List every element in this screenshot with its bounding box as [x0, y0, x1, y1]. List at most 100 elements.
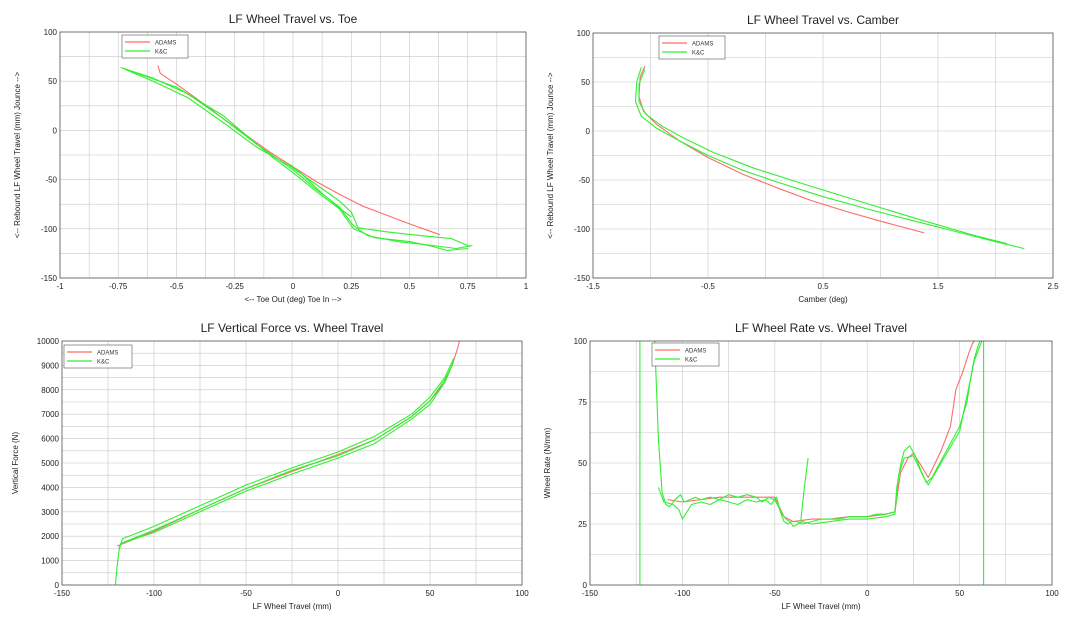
chart-title: LF Wheel Travel vs. Toe — [229, 12, 358, 26]
x-tick-label: 50 — [955, 589, 964, 598]
y-tick-label: 10000 — [37, 337, 60, 346]
x-tick-label: -50 — [769, 589, 781, 598]
y-tick-label: 100 — [574, 337, 588, 346]
y-tick-label: 50 — [578, 459, 587, 468]
y-tick-label: 1000 — [41, 557, 59, 566]
series-line-kc — [120, 66, 473, 250]
x-tick-label: 0 — [336, 589, 341, 598]
plot-frame — [61, 340, 523, 586]
x-axis-label: <-- Toe Out (deg) Toe In --> — [244, 295, 341, 304]
legend-box — [651, 342, 720, 367]
x-axis-label: Camber (deg) — [798, 295, 848, 304]
chart-0: -1 -0.75 -0.5 -0.25 0 0.25 0.5 0.75 1 -150 -100 -50… — [13, 12, 529, 304]
plot-frame — [589, 340, 1053, 586]
x-tick-label: 1.5 — [932, 282, 944, 291]
y-tick-label: 3000 — [41, 508, 59, 517]
x-tick-label: -50 — [240, 589, 252, 598]
series-line-kc — [120, 365, 453, 545]
series-group — [114, 341, 460, 585]
x-tick-label: 100 — [1045, 589, 1059, 598]
x-tick-label: 0.75 — [460, 282, 476, 291]
y-tick-label: 25 — [578, 520, 587, 529]
chart-title: LF Vertical Force vs. Wheel Travel — [201, 321, 384, 335]
y-axis-label: <-- Rebound LF Wheel Travel (mm) Jounce … — [546, 72, 555, 239]
y-tick-label: 4000 — [41, 483, 59, 492]
legend-box — [63, 344, 133, 369]
x-tick-label: -1 — [56, 282, 64, 291]
x-tick-label: -100 — [146, 589, 163, 598]
y-tick-label: 7000 — [41, 410, 59, 419]
x-tick-label: -0.5 — [701, 282, 715, 291]
legend-box — [121, 34, 189, 59]
series-line-kc — [638, 69, 1008, 245]
x-tick-label: -150 — [582, 589, 599, 598]
y-tick-label: 0 — [53, 126, 58, 135]
y-tick-label: 100 — [44, 28, 58, 37]
chart-title: LF Wheel Travel vs. Camber — [747, 13, 899, 27]
x-tick-label: 100 — [515, 589, 529, 598]
y-axis-label: Vertical Force (N) — [11, 432, 20, 495]
legend-label: K&C — [685, 358, 698, 364]
y-tick-label: 50 — [581, 78, 590, 87]
legend: ADAMS K&C — [121, 34, 189, 59]
series-group — [634, 66, 1025, 250]
y-tick-label: 75 — [578, 398, 587, 407]
series-group — [120, 65, 473, 251]
x-tick-label: 2.5 — [1047, 282, 1059, 291]
x-tick-label: 50 — [426, 589, 435, 598]
x-tick-label: 0 — [291, 282, 296, 291]
y-tick-label: -50 — [578, 176, 590, 185]
x-tick-label: -1.5 — [586, 282, 600, 291]
x-tick-label: 0 — [865, 589, 870, 598]
chart-1: -1.5 -0.5 0.5 1.5 2.5 -150 -100 -50 0 50 100 LF Whe… — [546, 13, 1059, 304]
legend: ADAMS K&C — [63, 344, 133, 369]
series-line-kc — [290, 164, 352, 218]
x-axis-label: LF Wheel Travel (mm) — [252, 602, 331, 611]
y-tick-label: 8000 — [41, 386, 59, 395]
series-line-kc — [124, 68, 471, 248]
y-axis-label: Wheel Rate (N/mm) — [543, 427, 552, 498]
series-line-kc — [800, 458, 809, 522]
x-tick-label: -0.5 — [170, 282, 184, 291]
x-tick-label: 0.5 — [817, 282, 829, 291]
y-tick-label: 0 — [586, 127, 591, 136]
series-group — [639, 341, 985, 585]
x-tick-label: -100 — [674, 589, 691, 598]
legend-label: ADAMS — [685, 349, 706, 355]
legend-label: ADAMS — [155, 41, 176, 47]
series-line-adams — [116, 341, 460, 547]
chart-2: -150 -100 -50 0 50 10001000200030004000500060… — [11, 321, 529, 611]
series-line-adams — [157, 65, 440, 236]
y-tick-label: -150 — [574, 274, 591, 283]
y-tick-label: 6000 — [41, 435, 59, 444]
y-tick-label: 0 — [583, 581, 588, 590]
legend-label: K&C — [97, 360, 110, 366]
x-tick-label: -0.75 — [109, 282, 128, 291]
x-tick-label: 1 — [524, 282, 529, 291]
chart-title: LF Wheel Rate vs. Wheel Travel — [735, 321, 907, 335]
legend-box — [658, 35, 726, 60]
y-tick-label: -100 — [574, 225, 591, 234]
x-tick-label: 0.5 — [404, 282, 416, 291]
legend: ADAMS K&C — [658, 35, 726, 60]
y-tick-label: 9000 — [41, 361, 59, 370]
y-tick-label: 100 — [577, 29, 591, 38]
series-line-kc — [118, 357, 455, 549]
legend-label: ADAMS — [692, 42, 713, 48]
chart-3: -150 -100 -50 0 50 100 0 25 50 75 100 LF Wheel Rate… — [543, 321, 1059, 611]
series-line-kc — [114, 360, 455, 585]
legend-label: K&C — [692, 51, 705, 57]
series-line-kc — [634, 67, 1025, 250]
series-line-kc — [122, 67, 468, 251]
y-axis-label: <-- Rebound LF Wheel Travel (mm) Jounce … — [13, 72, 22, 239]
y-tick-label: -50 — [45, 176, 57, 185]
y-tick-label: -100 — [41, 225, 58, 234]
plot-frame — [59, 31, 527, 279]
legend-label: K&C — [155, 50, 168, 56]
x-axis-label: LF Wheel Travel (mm) — [781, 602, 860, 611]
x-tick-label: -0.25 — [226, 282, 245, 291]
x-tick-label: -150 — [54, 589, 71, 598]
legend: ADAMS K&C — [651, 342, 720, 367]
plot-frame — [592, 32, 1054, 279]
